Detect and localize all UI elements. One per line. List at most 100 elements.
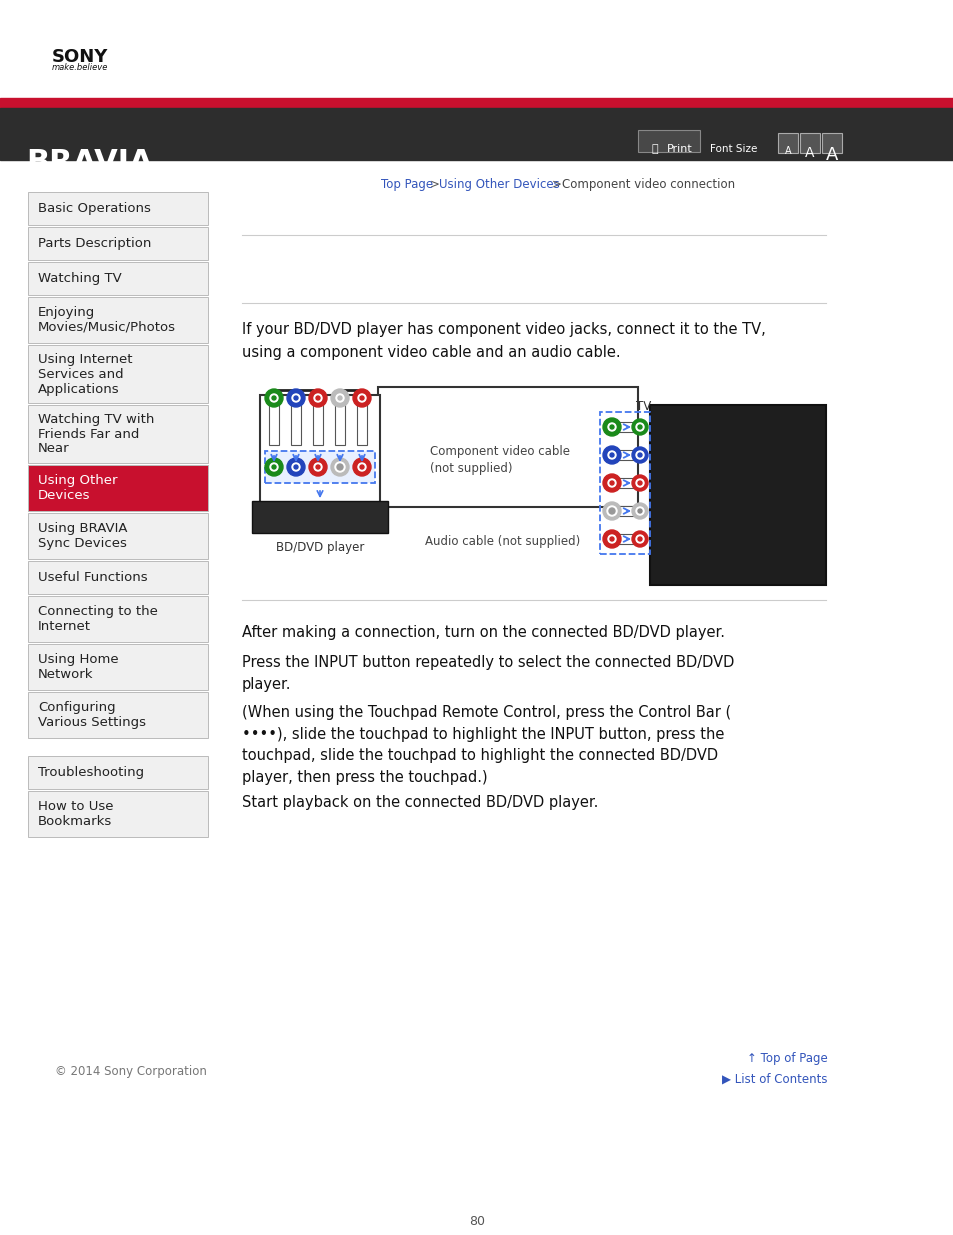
Circle shape xyxy=(609,453,614,457)
Circle shape xyxy=(636,535,643,543)
Circle shape xyxy=(609,537,614,541)
Circle shape xyxy=(359,396,364,400)
Bar xyxy=(28,597,208,642)
Text: (When using the Touchpad Remote Control, press the Control Bar (
••••), slide th: (When using the Touchpad Remote Control,… xyxy=(242,705,731,784)
Circle shape xyxy=(602,417,620,436)
Text: Component video connection: Component video connection xyxy=(561,178,735,191)
Circle shape xyxy=(636,424,643,431)
Text: © 2014 Sony Corporation: © 2014 Sony Corporation xyxy=(55,1065,207,1078)
Circle shape xyxy=(270,463,277,471)
Bar xyxy=(291,400,301,445)
Bar xyxy=(28,296,208,343)
Circle shape xyxy=(636,451,643,459)
Circle shape xyxy=(359,466,364,469)
Text: Using Other: Using Other xyxy=(38,474,117,487)
Text: Movies/Music/Photos: Movies/Music/Photos xyxy=(38,321,175,333)
Circle shape xyxy=(638,480,641,485)
Circle shape xyxy=(353,458,371,475)
Bar xyxy=(0,107,953,161)
Text: Internet: Internet xyxy=(38,620,91,634)
Bar xyxy=(28,466,208,511)
Circle shape xyxy=(272,466,275,469)
Text: Services and: Services and xyxy=(38,368,124,380)
Circle shape xyxy=(315,396,319,400)
Circle shape xyxy=(609,425,614,429)
Circle shape xyxy=(609,480,614,485)
Bar xyxy=(28,262,208,295)
Circle shape xyxy=(292,394,299,403)
Bar xyxy=(269,400,278,445)
Text: If your BD/DVD player has component video jacks, connect it to the TV,: If your BD/DVD player has component vide… xyxy=(242,322,765,337)
Circle shape xyxy=(638,537,641,541)
Bar xyxy=(778,133,797,153)
Circle shape xyxy=(287,389,305,408)
Text: Configuring: Configuring xyxy=(38,701,115,714)
Circle shape xyxy=(337,396,341,400)
Circle shape xyxy=(607,535,616,543)
Bar xyxy=(28,191,208,225)
Bar xyxy=(265,451,375,483)
Circle shape xyxy=(638,509,641,513)
Text: Using Internet: Using Internet xyxy=(38,352,132,366)
Text: TV: TV xyxy=(636,400,651,412)
Circle shape xyxy=(602,446,620,464)
Text: A: A xyxy=(804,146,814,161)
Circle shape xyxy=(336,464,343,471)
Circle shape xyxy=(315,466,319,469)
Text: make.believe: make.believe xyxy=(52,63,109,72)
Circle shape xyxy=(331,458,349,475)
Text: Useful Functions: Useful Functions xyxy=(38,571,148,584)
Circle shape xyxy=(314,463,322,471)
Text: Parts Description: Parts Description xyxy=(38,237,152,249)
Circle shape xyxy=(357,463,366,471)
Text: Connecting to the: Connecting to the xyxy=(38,605,157,618)
Text: BRAVIA: BRAVIA xyxy=(26,148,152,177)
Text: Network: Network xyxy=(38,668,93,680)
Text: using a component video cable and an audio cable.: using a component video cable and an aud… xyxy=(242,345,620,359)
Bar xyxy=(252,501,388,534)
Text: Audio cable (not supplied): Audio cable (not supplied) xyxy=(424,535,579,548)
Text: A: A xyxy=(784,146,790,156)
Bar xyxy=(612,506,634,516)
Circle shape xyxy=(357,394,366,403)
Circle shape xyxy=(631,531,647,547)
Bar xyxy=(260,395,379,510)
Text: ↑ Top of Page: ↑ Top of Page xyxy=(746,1052,827,1065)
Bar xyxy=(0,98,953,112)
Bar xyxy=(28,561,208,594)
Text: (not supplied): (not supplied) xyxy=(430,462,512,475)
Text: Top Page: Top Page xyxy=(380,178,433,191)
Text: BD/DVD player: BD/DVD player xyxy=(275,541,364,555)
Text: Basic Operations: Basic Operations xyxy=(38,203,151,215)
Bar xyxy=(821,133,841,153)
Circle shape xyxy=(602,501,620,520)
Bar xyxy=(599,412,649,555)
Bar xyxy=(28,513,208,559)
Bar xyxy=(638,130,700,152)
Circle shape xyxy=(265,389,283,408)
Text: Press the INPUT button repeatedly to select the connected BD/DVD
player.: Press the INPUT button repeatedly to sel… xyxy=(242,655,734,692)
Circle shape xyxy=(607,424,616,431)
Circle shape xyxy=(335,462,345,472)
Text: Watching TV: Watching TV xyxy=(38,272,122,285)
Text: Sync Devices: Sync Devices xyxy=(38,537,127,550)
Bar xyxy=(800,133,820,153)
Circle shape xyxy=(265,458,283,475)
Circle shape xyxy=(309,389,327,408)
Text: Troubleshooting: Troubleshooting xyxy=(38,766,144,779)
Circle shape xyxy=(607,479,616,487)
Bar xyxy=(28,643,208,690)
Text: Watching TV with: Watching TV with xyxy=(38,412,154,426)
Text: SONY: SONY xyxy=(52,48,109,65)
Circle shape xyxy=(314,394,322,403)
Circle shape xyxy=(636,508,643,515)
Circle shape xyxy=(636,479,643,487)
Bar xyxy=(612,422,634,432)
Text: How to Use: How to Use xyxy=(38,800,113,813)
Bar xyxy=(28,345,208,403)
Circle shape xyxy=(631,419,647,435)
Bar xyxy=(313,400,323,445)
Circle shape xyxy=(331,389,349,408)
Bar xyxy=(377,387,638,508)
Text: Friends Far and: Friends Far and xyxy=(38,427,139,441)
